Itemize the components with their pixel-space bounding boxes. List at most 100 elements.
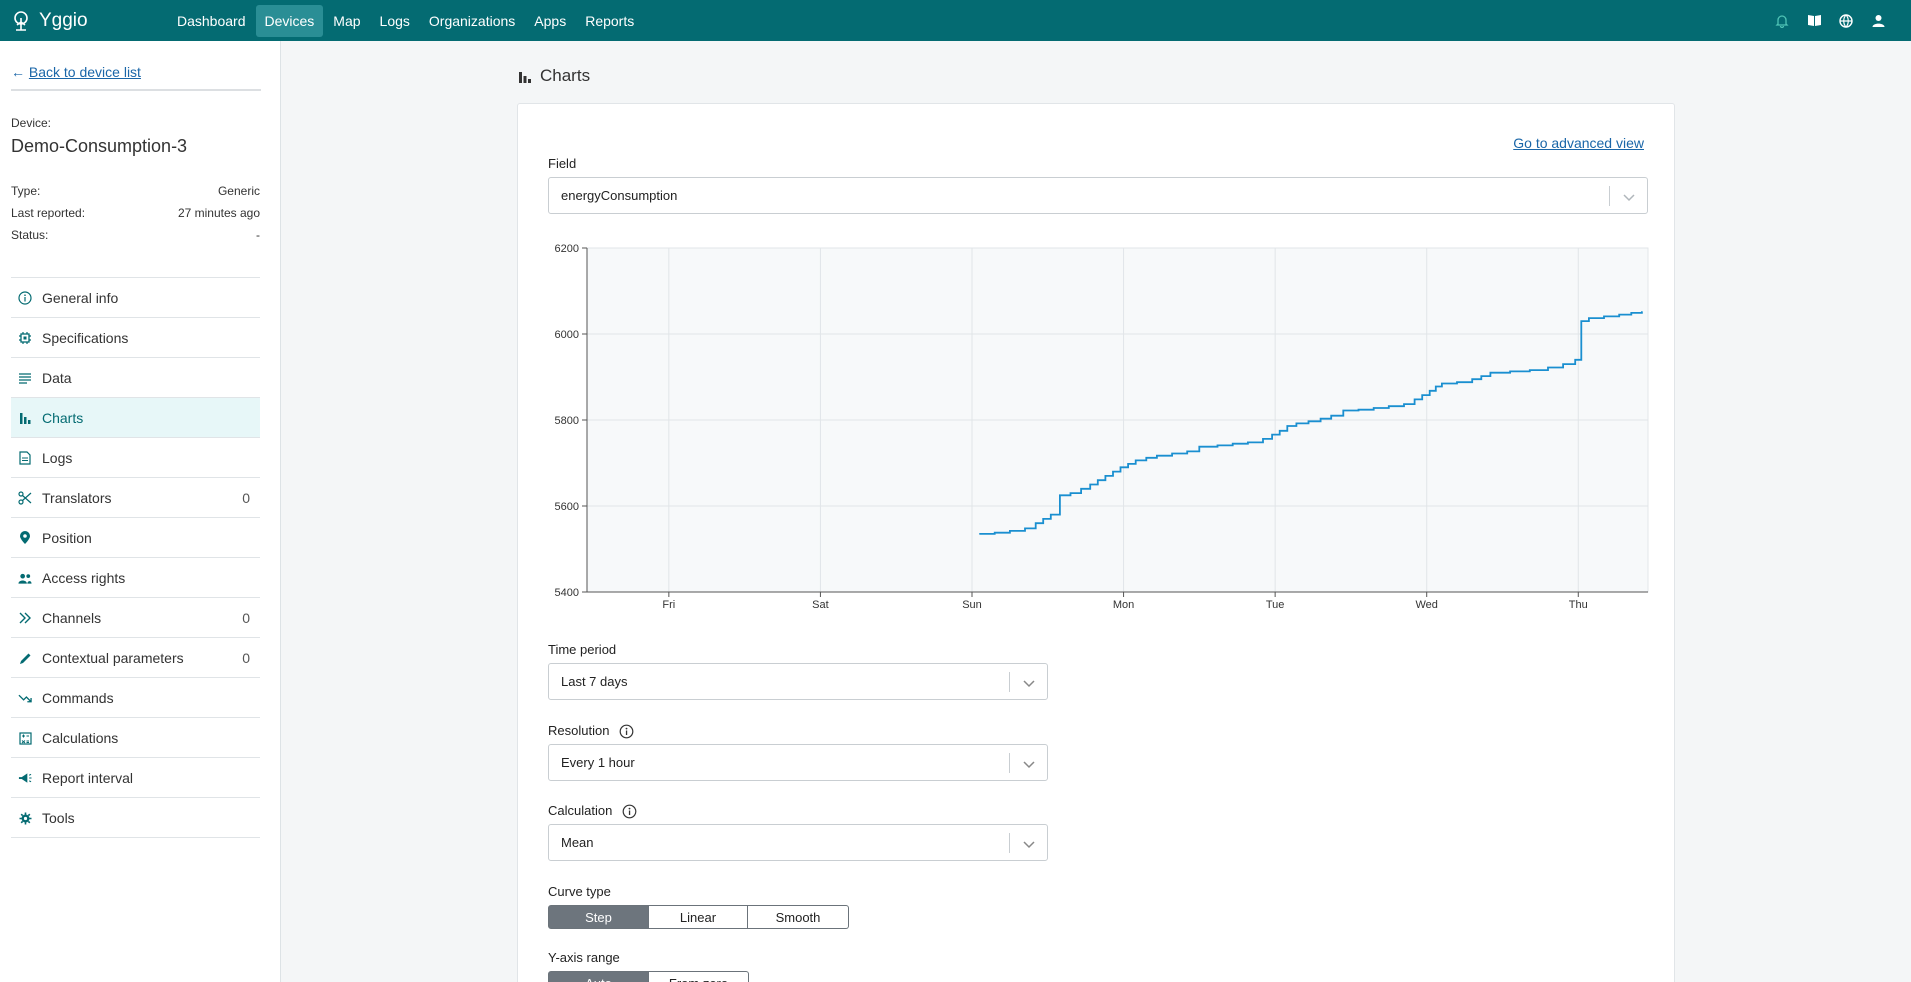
- y-axis-range-label: Y-axis range: [548, 950, 620, 965]
- sidebar-item-calculations[interactable]: Calculations: [11, 718, 260, 758]
- brand[interactable]: Yggio: [10, 10, 160, 32]
- pencil-icon: [18, 651, 32, 665]
- chevron-down-icon[interactable]: [1621, 189, 1637, 205]
- select-separator: [1009, 753, 1010, 773]
- sidebar-item-translators[interactable]: Translators 0: [11, 478, 260, 518]
- calculation-select[interactable]: Mean: [548, 824, 1048, 861]
- sidebar-item-specifications[interactable]: Specifications: [11, 318, 260, 358]
- page-title-text: Charts: [540, 66, 591, 85]
- info-icon[interactable]: [619, 724, 634, 739]
- bell-icon[interactable]: [1773, 12, 1791, 30]
- info-icon: [18, 291, 32, 305]
- sidebar-item-general-info[interactable]: General info: [11, 278, 260, 318]
- data-point: [994, 532, 996, 534]
- data-point: [1127, 463, 1129, 465]
- scissors-icon: [18, 491, 32, 505]
- data-point: [1042, 518, 1044, 520]
- curve-step-button[interactable]: Step: [548, 905, 649, 929]
- charts-card: Go to advanced view Field energyConsumpt…: [517, 103, 1675, 982]
- sidebar-item-commands[interactable]: Commands: [11, 678, 260, 718]
- data-point: [1009, 530, 1011, 532]
- data-point: [1421, 394, 1423, 396]
- select-separator: [1009, 672, 1010, 692]
- data-point: [1119, 466, 1122, 468]
- x-tick-label: Wed: [1415, 599, 1437, 611]
- sidebar-item-logs[interactable]: Logs: [11, 438, 260, 478]
- x-tick-label: Tue: [1266, 599, 1285, 611]
- sidebar-item-label: Charts: [42, 409, 84, 426]
- sidebar-item-position[interactable]: Position: [11, 518, 260, 558]
- data-point: [1603, 315, 1605, 317]
- back-to-device-list[interactable]: ← Back to device list: [11, 64, 261, 91]
- data-point: [1059, 494, 1061, 496]
- y-from-zero-button[interactable]: From zero: [649, 971, 749, 982]
- data-point: [1441, 382, 1443, 385]
- chip-icon: [18, 331, 32, 345]
- data-point: [1171, 452, 1173, 455]
- data-point: [1471, 378, 1473, 380]
- nav-item-logs[interactable]: Logs: [379, 12, 410, 29]
- main-nav: Dashboard Devices Map Logs Organizations Apps…: [168, 4, 644, 37]
- chevron-down-icon[interactable]: [1021, 756, 1037, 772]
- info-icon[interactable]: [622, 804, 637, 819]
- y-tick-label: 5600: [555, 501, 579, 513]
- sidebar-item-channels[interactable]: Channels 0: [11, 598, 260, 638]
- device-name: Demo-Consumption-3: [11, 136, 188, 156]
- curve-type-label: Curve type: [548, 884, 611, 899]
- field-label: Field: [548, 156, 577, 171]
- field-select[interactable]: energyConsumption: [548, 177, 1648, 214]
- device-menu: General info Specifications Data Charts Logs…: [11, 277, 260, 838]
- book-icon[interactable]: [1805, 12, 1823, 30]
- sidebar-item-tools[interactable]: Tools: [11, 798, 260, 838]
- calculation-label: Calculation: [548, 803, 613, 818]
- curve-linear-button[interactable]: Linear: [649, 905, 748, 929]
- nav-item-organizations[interactable]: Organizations: [428, 12, 516, 29]
- nav-item-apps[interactable]: Apps: [534, 12, 567, 29]
- document-icon: [18, 451, 32, 465]
- data-point: [1342, 409, 1344, 412]
- detail-last-reported: Last reported: 27 minutes ago: [11, 206, 260, 220]
- back-link[interactable]: Back to device list: [28, 64, 141, 80]
- chevron-down-icon[interactable]: [1021, 675, 1037, 691]
- advanced-view-link[interactable]: Go to advanced view: [1513, 135, 1644, 151]
- sidebar-item-charts[interactable]: Charts: [11, 398, 260, 438]
- detail-value: Generic: [217, 184, 260, 198]
- nav-item-dashboard[interactable]: Dashboard: [177, 12, 246, 29]
- data-point: [1262, 438, 1264, 440]
- data-point: [1630, 312, 1632, 314]
- data-point: [1104, 475, 1106, 477]
- nav-item-devices[interactable]: Devices: [255, 4, 324, 37]
- data-point: [1135, 459, 1137, 461]
- user-icon[interactable]: [1869, 12, 1887, 30]
- nav-item-map[interactable]: Map: [333, 12, 361, 29]
- resolution-select[interactable]: Every 1 hour: [548, 744, 1048, 781]
- data-point: [1216, 444, 1219, 446]
- globe-icon[interactable]: [1837, 12, 1855, 30]
- resolution-label-row: Resolution: [548, 723, 634, 739]
- consumption-chart: 5400 5600 5800 6000 6200 Fri Sat Sun Mon Tue Wed Th…: [548, 243, 1649, 623]
- detail-status: Status: -: [11, 228, 260, 242]
- y-auto-button[interactable]: Auto: [548, 971, 649, 982]
- data-point: [1373, 407, 1375, 409]
- data-point: [1279, 430, 1281, 432]
- chevron-down-icon[interactable]: [1021, 836, 1037, 852]
- sidebar-item-label: Specifications: [42, 329, 129, 346]
- data-point: [1295, 422, 1297, 424]
- sidebar-item-access-rights[interactable]: Access rights: [11, 558, 260, 598]
- data-point: [1097, 479, 1099, 481]
- time-period-value: Last 7 days: [561, 674, 628, 689]
- sidebar-item-report-interval[interactable]: Report interval: [11, 758, 260, 798]
- x-tick-label: Sun: [962, 599, 982, 611]
- top-navbar: Yggio Dashboard Devices Map Logs Organizatio…: [0, 0, 1911, 41]
- detail-type: Type: Generic: [11, 184, 260, 198]
- nav-item-reports[interactable]: Reports: [585, 12, 635, 29]
- curve-smooth-button[interactable]: Smooth: [748, 905, 849, 929]
- data-point: [1232, 443, 1234, 445]
- calculation-label-row: Calculation: [548, 803, 637, 819]
- sidebar-item-contextual-parameters[interactable]: Contextual parameters 0: [11, 638, 260, 678]
- sidebar-item-data[interactable]: Data: [11, 358, 260, 398]
- sidebar-item-count: 0: [242, 650, 250, 666]
- data-point: [1145, 457, 1147, 459]
- sidebar-item-label: General info: [42, 289, 119, 306]
- time-period-select[interactable]: Last 7 days: [548, 663, 1048, 700]
